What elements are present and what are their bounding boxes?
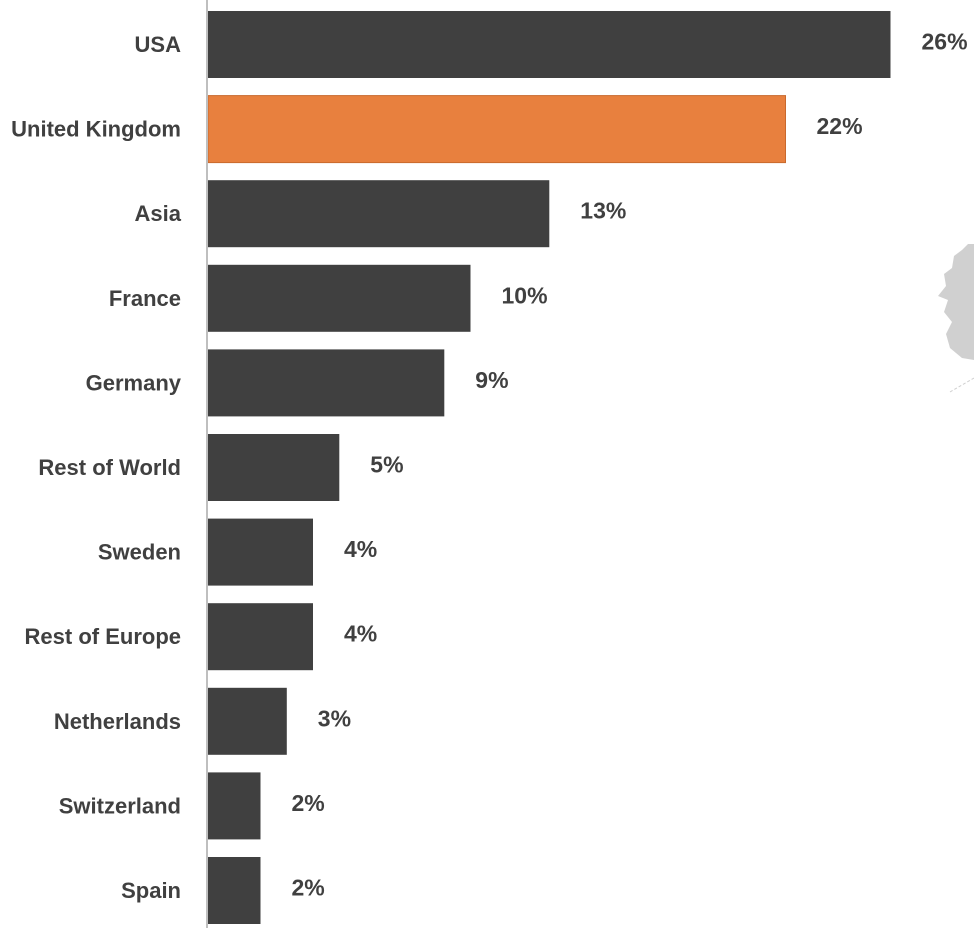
value-label-france: 10% xyxy=(502,282,548,308)
bar-netherlands xyxy=(208,687,287,755)
category-label-usa: USA xyxy=(135,32,182,57)
category-label-germany: Germany xyxy=(86,370,182,395)
value-label-sweden: 4% xyxy=(344,536,377,562)
category-label-spain: Spain xyxy=(121,878,181,903)
bar-rest-of-world xyxy=(208,434,340,501)
category-label-united-kingdom: United Kingdom xyxy=(11,117,181,142)
bar-usa xyxy=(208,11,891,78)
value-label-usa: 26% xyxy=(922,29,968,55)
bars-layer xyxy=(207,11,891,924)
bar-asia xyxy=(208,180,550,248)
bar-united-kingdom xyxy=(207,95,786,164)
bar-spain xyxy=(208,857,261,924)
value-label-netherlands: 3% xyxy=(318,705,351,731)
value-label-rest-of-europe: 4% xyxy=(344,621,377,647)
value-label-germany: 9% xyxy=(475,367,508,393)
value-label-spain: 2% xyxy=(292,875,325,901)
category-label-france: France xyxy=(109,286,181,311)
map-fragment-decoration xyxy=(938,244,974,393)
category-label-sweden: Sweden xyxy=(98,540,181,565)
category-label-asia: Asia xyxy=(135,201,182,226)
bar-france xyxy=(208,264,471,332)
bar-germany xyxy=(208,349,445,417)
bar-rest-of-europe xyxy=(208,603,313,671)
category-label-rest-of-world: Rest of World xyxy=(38,455,181,480)
value-label-rest-of-world: 5% xyxy=(370,452,403,478)
value-label-switzerland: 2% xyxy=(292,790,325,816)
category-label-netherlands: Netherlands xyxy=(54,709,181,734)
value-labels-layer: 26% 22% 13% 10% 9% 5% 4% 4% 3% 2% 2% xyxy=(292,29,968,901)
value-label-asia: 13% xyxy=(580,198,626,224)
bar-sweden xyxy=(208,518,313,586)
category-labels-layer: USA United Kingdom Asia France Germany Rest o… xyxy=(11,32,182,903)
category-label-rest-of-europe: Rest of Europe xyxy=(25,624,181,649)
value-label-united-kingdom: 22% xyxy=(817,113,863,139)
bar-switzerland xyxy=(208,772,261,840)
category-label-switzerland: Switzerland xyxy=(59,793,181,818)
